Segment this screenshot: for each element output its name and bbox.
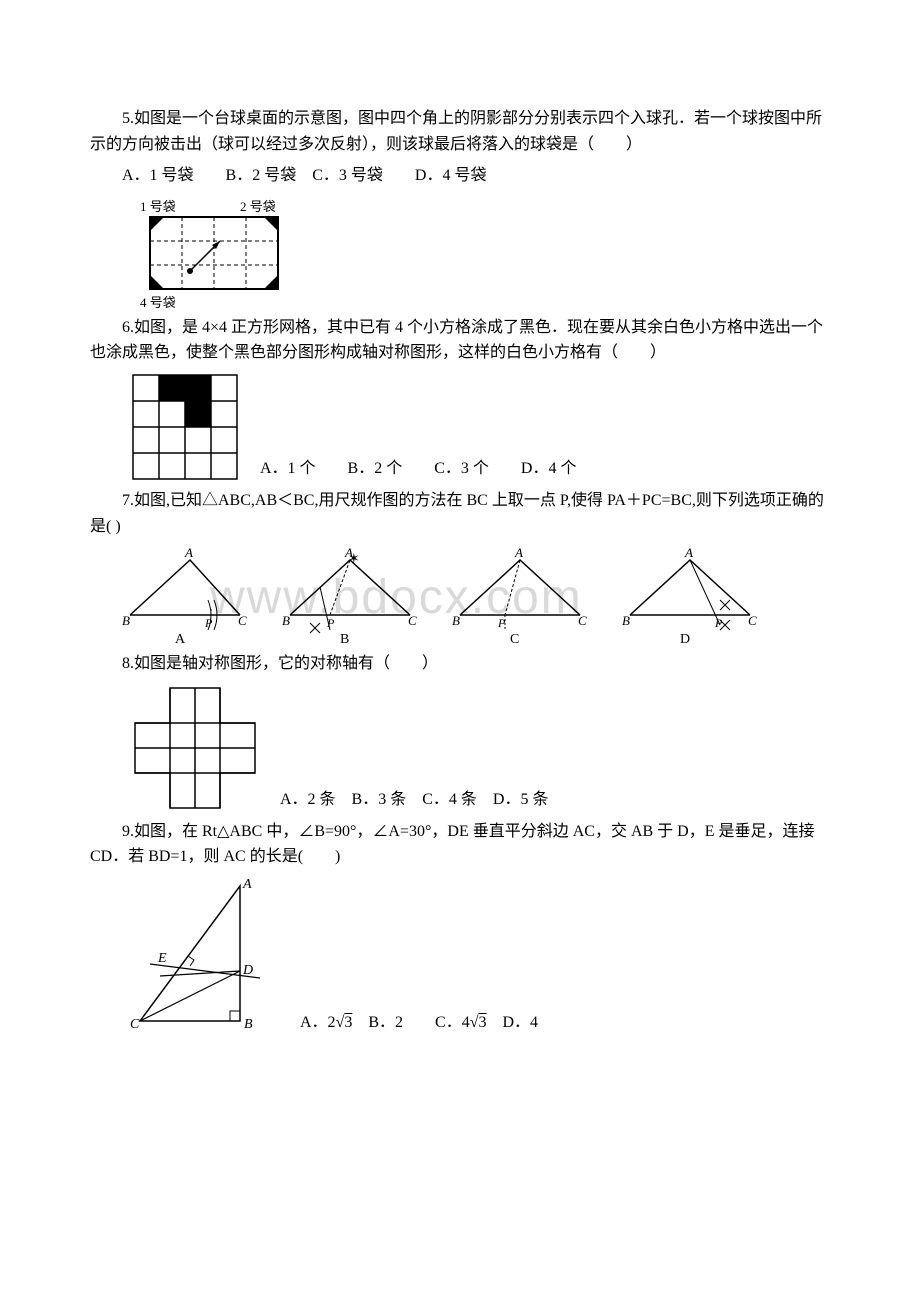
q8-options: A．2 条 B．3 条 C．4 条 D．5 条 — [280, 787, 548, 813]
q7-figC: A B C P C — [450, 545, 590, 645]
svg-text:A: A — [184, 545, 193, 560]
q8-figure — [130, 683, 260, 813]
svg-text:B: B — [122, 613, 130, 628]
q6-figure — [130, 372, 240, 482]
q9-figure: A B C D E — [130, 876, 280, 1036]
svg-text:D: D — [680, 632, 690, 645]
svg-text:A: A — [684, 545, 693, 560]
q9-options: A．2√3 B．2 C．4√3 D．4 — [300, 1010, 538, 1036]
svg-text:A: A — [242, 877, 252, 892]
svg-text:P: P — [497, 616, 506, 630]
svg-text:E: E — [157, 951, 167, 966]
svg-text:C: C — [130, 1017, 140, 1032]
svg-text:C: C — [408, 613, 417, 628]
svg-text:C: C — [238, 613, 247, 628]
svg-text:B: B — [282, 613, 290, 628]
svg-text:A: A — [514, 545, 523, 560]
q6-text: 6.如图，是 4×4 正方形网格，其中已有 4 个小方格涂成了黑色．现在要从其余… — [90, 315, 830, 366]
q5-options: A．1 号袋 B．2 号袋 C．3 号袋 D．4 号袋 — [90, 163, 830, 189]
svg-text:B: B — [452, 613, 460, 628]
svg-text:B: B — [622, 613, 630, 628]
q6-options: A．1 个 B．2 个 C．3 个 D．4 个 — [260, 456, 576, 482]
svg-text:A: A — [175, 632, 186, 645]
svg-text:P: P — [714, 616, 723, 630]
q8-text: 8.如图是轴对称图形，它的对称轴有（ ） — [90, 651, 830, 677]
q7-figB: A B C ✶ P B — [280, 545, 420, 645]
q7-figD: A B C P D — [620, 545, 760, 645]
svg-text:2 号袋: 2 号袋 — [240, 199, 276, 214]
q9-text: 9.如图，在 Rt△ABC 中，∠B=90°，∠A=30°，DE 垂直平分斜边 … — [90, 819, 830, 870]
svg-text:D: D — [242, 963, 253, 978]
q7-figA: A B C P A — [120, 545, 250, 645]
svg-text:1 号袋: 1 号袋 — [140, 199, 176, 214]
svg-text:C: C — [578, 613, 587, 628]
svg-text:B: B — [340, 632, 349, 645]
svg-text:4 号袋: 4 号袋 — [140, 295, 176, 309]
q7-text: 7.如图,已知△ABC,AB＜BC,用尺规作图的方法在 BC 上取一点 P,使得… — [90, 488, 830, 539]
svg-text:P: P — [204, 616, 213, 630]
q5-text: 5.如图是一个台球桌面的示意图，图中四个角上的阴影部分分别表示四个入球孔．若一个… — [90, 106, 830, 157]
svg-text:C: C — [748, 613, 757, 628]
svg-text:P: P — [326, 616, 335, 630]
svg-text:C: C — [510, 632, 519, 645]
svg-text:✶: ✶ — [348, 552, 360, 567]
svg-text:B: B — [244, 1017, 253, 1032]
q5-figure: 1 号袋 2 号袋 4 号袋 — [130, 199, 300, 309]
